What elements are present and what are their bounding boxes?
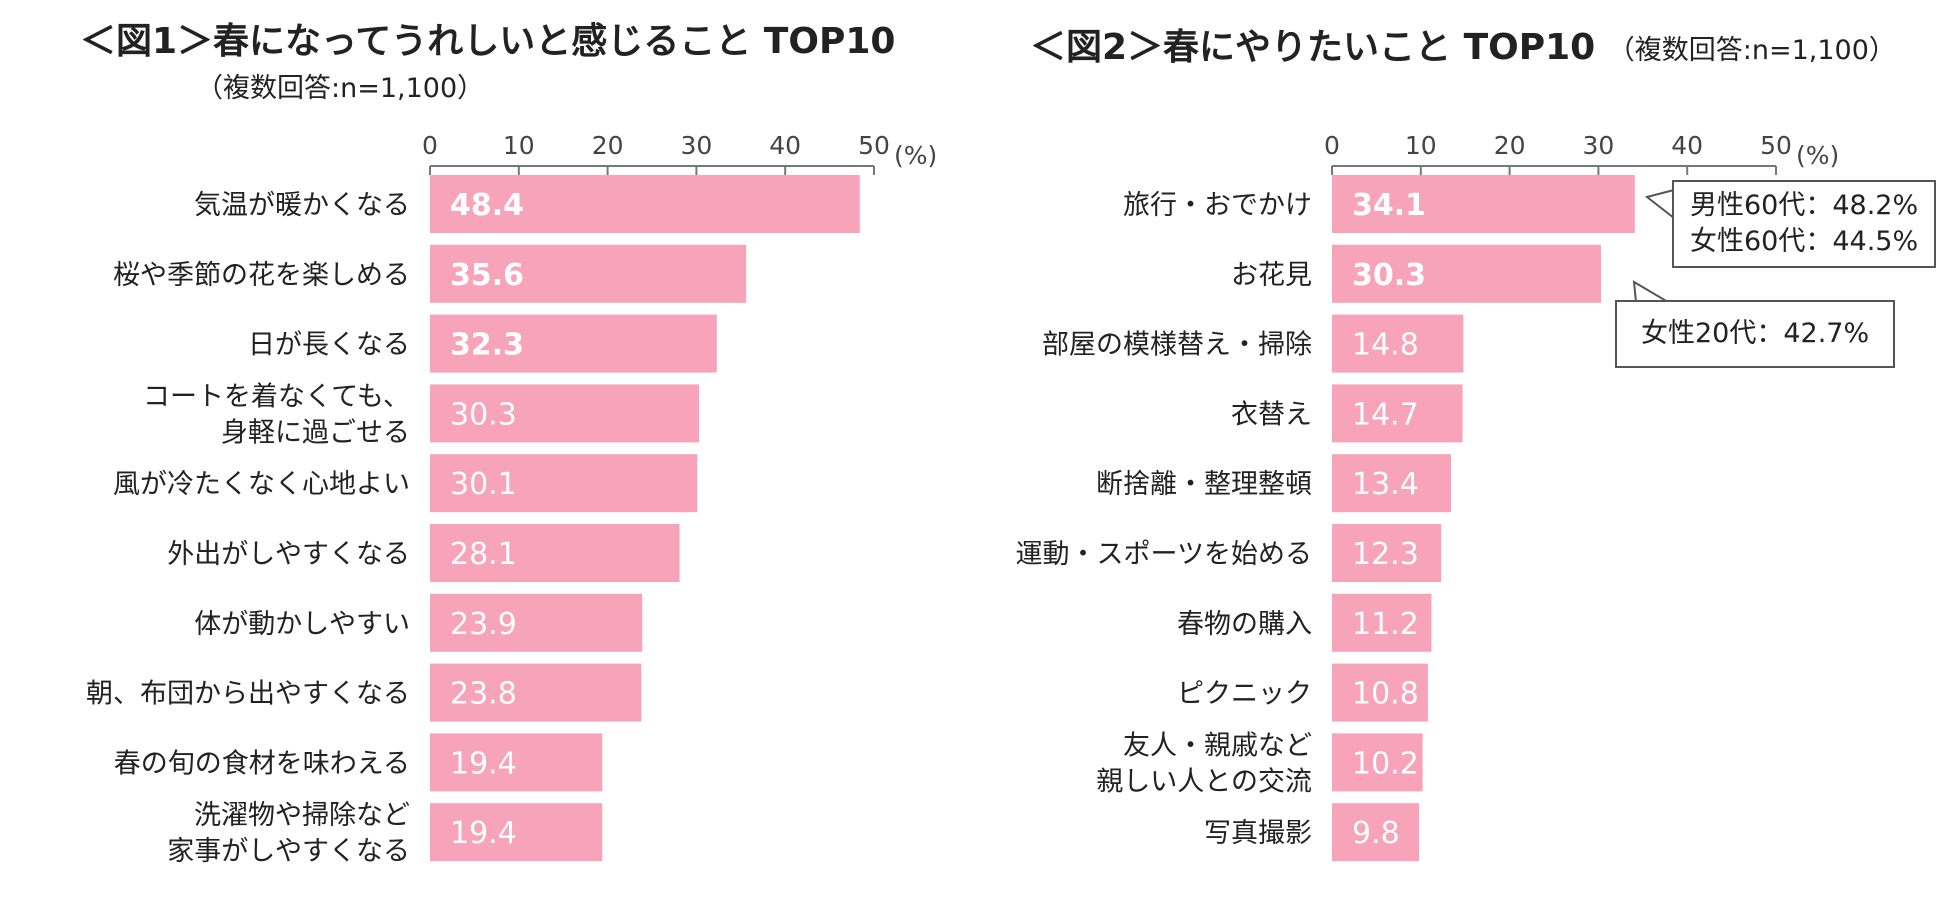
x-tick-label: 40: [1671, 131, 1703, 160]
category-label: 気温が暖かくなる: [194, 190, 410, 221]
bar-value-label: 14.7: [1352, 397, 1419, 432]
bar: [1332, 244, 1602, 303]
bar-value-label: 34.1: [1352, 188, 1426, 223]
bar-value-label: 23.9: [450, 607, 517, 642]
bar-value-label: 9.8: [1352, 816, 1400, 851]
category-label: 友人・親戚など: [1123, 730, 1312, 761]
x-tick-label: 40: [769, 131, 801, 160]
x-tick-label: 50: [1760, 131, 1792, 160]
bar-value-label: 10.8: [1352, 677, 1419, 712]
bar-value-label: 48.4: [450, 188, 524, 223]
bar-value-label: 19.4: [450, 746, 517, 781]
category-label: 衣替え: [1231, 399, 1312, 430]
bar: [430, 314, 717, 373]
bar: [430, 244, 747, 303]
bar: [1332, 175, 1635, 233]
chart2-title-row: ＜図2＞春にやりたいこと TOP10 （複数回答:n=1,100）: [1030, 18, 1896, 70]
bar-value-label: 35.6: [450, 258, 524, 293]
callout-travel-line1: 男性60代：48.2%: [1690, 190, 1919, 221]
x-tick-label: 30: [680, 131, 712, 160]
category-label: 運動・スポーツを始める: [1016, 539, 1312, 570]
bar: [1332, 454, 1451, 513]
category-label: 洗濯物や掃除など: [194, 800, 410, 831]
chart2-title: ＜図2＞春にやりたいこと TOP10: [1030, 27, 1596, 68]
category-label: 親しい人との交流: [1096, 766, 1312, 797]
unit-label: (%): [894, 141, 937, 170]
x-tick-label: 30: [1582, 131, 1614, 160]
bar-value-label: 23.8: [450, 677, 517, 712]
category-label: ピクニック: [1177, 679, 1312, 710]
x-tick-label: 20: [592, 131, 624, 160]
bar: [430, 593, 643, 652]
callout-travel-line2: 女性60代：44.5%: [1690, 226, 1919, 257]
bar-value-label: 30.3: [450, 397, 517, 432]
callout-travel: 男性60代：48.2% 女性60代：44.5%: [1672, 180, 1937, 268]
x-tick-label: 10: [503, 131, 535, 160]
chart2-subtitle: （複数回答:n=1,100）: [1607, 35, 1896, 66]
x-tick-label: 0: [422, 131, 438, 160]
category-label: 春物の購入: [1177, 609, 1312, 640]
bar: [1332, 384, 1463, 443]
bar: [430, 384, 700, 443]
bar: [1332, 524, 1442, 582]
bar: [430, 175, 860, 233]
x-tick-label: 0: [1324, 131, 1340, 160]
category-label: 体が動かしやすい: [194, 609, 410, 640]
bar-value-label: 19.4: [450, 816, 517, 851]
bar-value-label: 10.2: [1352, 746, 1419, 781]
category-label: 身軽に過ごせる: [221, 417, 410, 448]
bar-value-label: 30.1: [450, 467, 517, 502]
category-label: 断捨離・整理整頓: [1096, 469, 1312, 500]
bar: [1332, 663, 1428, 722]
callout-tail-travel: [1644, 188, 1675, 221]
bar-value-label: 28.1: [450, 537, 517, 572]
chart1-subtitle: （複数回答:n=1,100）: [196, 73, 485, 104]
unit-label: (%): [1796, 141, 1839, 170]
bar: [1332, 593, 1432, 652]
category-label: コートを着なくても、: [143, 381, 410, 412]
x-tick-label: 50: [858, 131, 890, 160]
bar: [430, 733, 603, 792]
bar-value-label: 13.4: [1352, 467, 1419, 502]
category-label: 家事がしやすくなる: [167, 836, 410, 867]
bar-value-label: 12.3: [1352, 537, 1419, 572]
callout-hanami-line1: 女性20代：42.7%: [1641, 318, 1870, 349]
category-label: 朝、布団から出やすくなる: [86, 679, 410, 710]
bar: [430, 803, 603, 862]
category-label: 外出がしやすくなる: [167, 539, 410, 570]
bar-value-label: 11.2: [1352, 607, 1419, 642]
bar-value-label: 32.3: [450, 328, 524, 363]
category-label: 春の旬の食材を味わえる: [114, 748, 410, 779]
category-label: 旅行・おでかけ: [1123, 190, 1312, 221]
category-label: お花見: [1231, 260, 1312, 291]
bar: [430, 663, 642, 722]
bar: [430, 524, 680, 582]
bar: [1332, 733, 1423, 792]
x-tick-label: 20: [1494, 131, 1526, 160]
category-label: 風が冷たくなく心地よい: [113, 469, 410, 500]
callout-hanami: 女性20代：42.7%: [1615, 300, 1896, 368]
x-tick-label: 10: [1405, 131, 1437, 160]
bar: [1332, 314, 1464, 373]
callout-tail-hanami: [1632, 280, 1672, 303]
bar-value-label: 30.3: [1352, 258, 1426, 293]
category-label: 日が長くなる: [248, 330, 410, 361]
chart1-title: ＜図1＞春になってうれしいと感じること TOP10: [80, 21, 896, 62]
bar-value-label: 14.8: [1352, 328, 1419, 363]
bar: [1332, 803, 1420, 862]
category-label: 部屋の模様替え・掃除: [1042, 330, 1312, 361]
category-label: 桜や季節の花を楽しめる: [113, 260, 410, 291]
bar: [430, 454, 698, 513]
category-label: 写真撮影: [1204, 818, 1312, 849]
